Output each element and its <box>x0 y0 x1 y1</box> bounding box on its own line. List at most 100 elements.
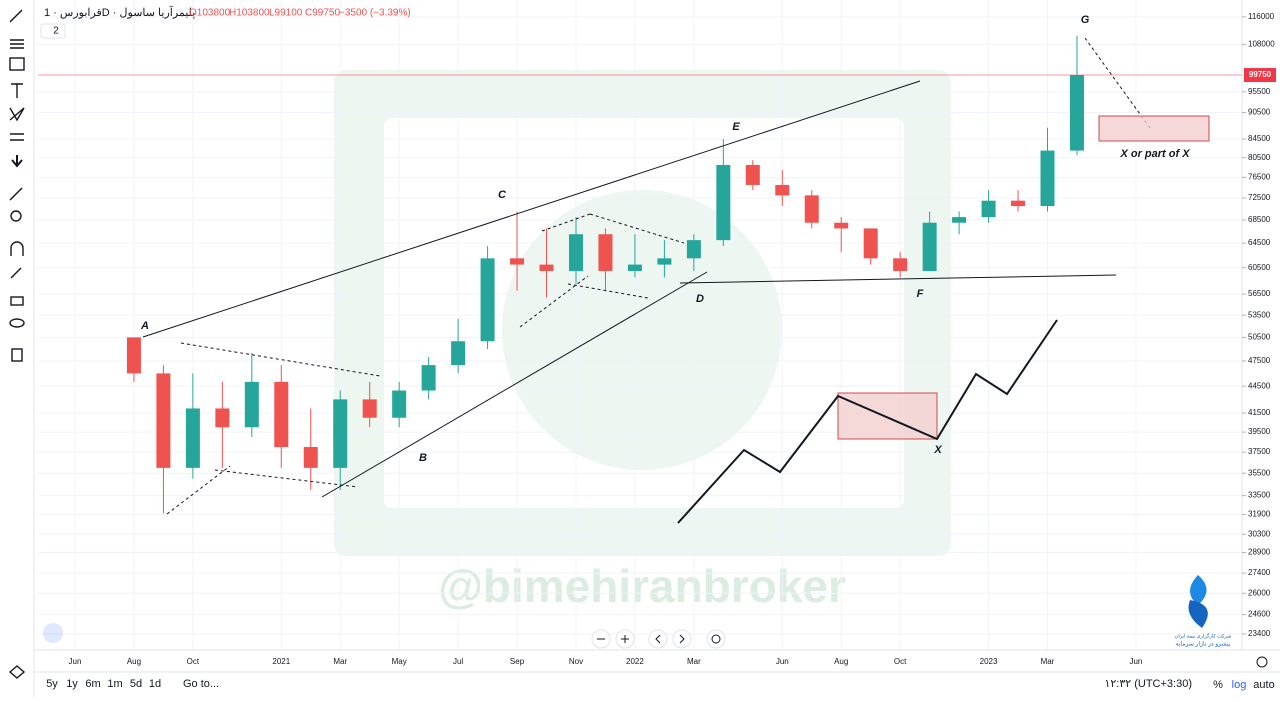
candle-body <box>981 200 996 218</box>
y-tick-label: 56500 <box>1248 289 1271 298</box>
clock: ۱۲:۳۲ (UTC+3:30) <box>1104 678 1192 690</box>
annotation: D <box>696 293 704 305</box>
collapse-button[interactable] <box>40 23 66 39</box>
annotation: B <box>419 452 427 464</box>
watermark-logo <box>334 70 951 556</box>
annotation: X <box>933 444 942 456</box>
ohlc-close: C99750 <box>305 8 340 19</box>
y-tick-label: 108000 <box>1248 40 1275 49</box>
candle-body <box>1040 150 1055 207</box>
reset-icon <box>711 634 721 644</box>
arrow-tool[interactable] <box>11 155 23 168</box>
annotation: X or part of X <box>1119 148 1190 160</box>
ohlc-open: O103800 <box>189 8 231 19</box>
candle-body <box>362 399 377 418</box>
y-tick-label: 68500 <box>1248 215 1271 224</box>
candle-body <box>893 258 908 271</box>
candle-body <box>480 258 495 342</box>
y-tick-label: 39500 <box>1248 427 1271 436</box>
candle-body <box>451 341 466 366</box>
prediction-tool[interactable] <box>10 133 24 141</box>
range-button[interactable]: 5y <box>46 678 58 690</box>
candle-body <box>510 258 525 265</box>
range-button[interactable]: 5d <box>130 678 142 690</box>
x-tick-label: Jun <box>69 657 82 666</box>
price-axis <box>1242 0 1280 650</box>
dashed-arrow <box>1084 37 1151 129</box>
log-toggle[interactable]: log <box>1232 679 1247 691</box>
x-tick-label: Mar <box>687 657 701 666</box>
y-tick-label: 24600 <box>1248 610 1271 619</box>
auto-toggle[interactable]: auto <box>1253 679 1274 691</box>
candle-body <box>126 337 141 374</box>
x-tick-label: 2023 <box>980 657 998 666</box>
range-button[interactable]: 1d <box>149 678 161 690</box>
nav-icons <box>597 634 685 644</box>
layers-tool[interactable] <box>8 665 26 679</box>
annotation: A <box>140 320 149 332</box>
shape-tool[interactable] <box>9 57 25 71</box>
candle-body <box>716 164 731 241</box>
y-tick-label: 95500 <box>1248 87 1271 96</box>
pattern-tool[interactable] <box>9 107 25 122</box>
candle-body <box>598 234 613 271</box>
nav <box>591 629 726 649</box>
last-price-label: 99750 <box>1249 70 1272 79</box>
scroll-right[interactable] <box>672 629 692 649</box>
magnet-tool[interactable] <box>10 241 24 256</box>
y-tick-label: 27400 <box>1248 568 1271 577</box>
y-tick-label: 80500 <box>1248 153 1271 162</box>
candle-body <box>244 381 259 428</box>
range-button[interactable]: 1m <box>107 678 122 690</box>
candle-body <box>627 264 642 271</box>
dashed-line <box>567 283 649 299</box>
candle-body <box>215 408 230 428</box>
candle-body <box>745 164 760 185</box>
x-tick-label: Aug <box>127 657 141 666</box>
delete-tool[interactable] <box>11 348 23 362</box>
range-button[interactable]: 6m <box>85 678 100 690</box>
settings[interactable] <box>1256 656 1268 668</box>
wave-sketch <box>677 319 1058 524</box>
annotation: C <box>498 189 507 201</box>
dashed-line <box>166 465 231 515</box>
x-tick-label: Jun <box>776 657 789 666</box>
candle-body <box>185 408 200 468</box>
lock-tool[interactable] <box>10 296 24 306</box>
measure-tool[interactable] <box>9 187 23 201</box>
trendline <box>142 80 921 338</box>
y-tick-label: 35500 <box>1248 468 1271 477</box>
candle-body <box>863 228 878 259</box>
logo-shape <box>1190 575 1207 605</box>
candle-body <box>804 195 819 223</box>
text-tool[interactable] <box>11 83 23 98</box>
candle-body <box>1011 200 1026 207</box>
percent-toggle[interactable]: % <box>1213 679 1223 691</box>
reset[interactable] <box>706 629 726 649</box>
ohlc-high: H103800 <box>229 8 270 19</box>
range-button[interactable]: 1y <box>66 678 78 690</box>
trendline <box>679 274 1117 284</box>
x-tick-label: 2022 <box>626 657 644 666</box>
dashed-line <box>589 213 685 244</box>
watermark-circle <box>502 190 782 470</box>
logo-text: شرکت کارگزاری بیمه ایران <box>1175 632 1232 639</box>
fib-tool[interactable] <box>10 39 24 49</box>
zoom-tool[interactable] <box>10 210 22 222</box>
annotation: G <box>1081 14 1090 26</box>
tv-logo[interactable] <box>43 623 63 643</box>
goto[interactable]: Go to... <box>183 678 219 690</box>
symbol: قرابورس · 1D · پلیمرآریا ساسول <box>44 6 195 19</box>
visibility-tool[interactable] <box>9 318 25 328</box>
x-tick-label: Aug <box>834 657 848 666</box>
dashed-line <box>214 469 359 488</box>
candle-body <box>539 264 554 271</box>
trendline-tool[interactable] <box>9 9 23 23</box>
x-tick-label: Jun <box>1129 657 1142 666</box>
y-tick-label: 76500 <box>1248 172 1271 181</box>
scroll-left[interactable] <box>648 629 668 649</box>
broker-logo: شرکت کارگزاری بیمه ایران پیشرو در بازار … <box>1175 575 1232 648</box>
y-tick-label: 28900 <box>1248 548 1271 557</box>
lock-drawing-tool[interactable] <box>10 267 22 279</box>
